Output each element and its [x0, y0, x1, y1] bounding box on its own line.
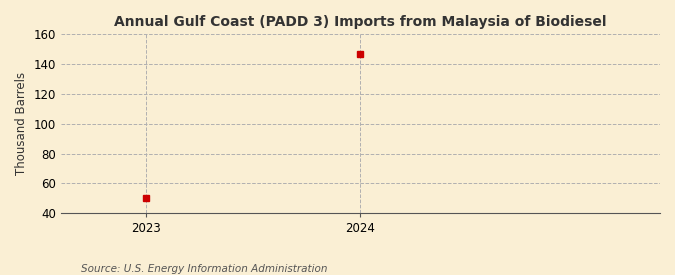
Text: Source: U.S. Energy Information Administration: Source: U.S. Energy Information Administ… — [81, 264, 327, 274]
Y-axis label: Thousand Barrels: Thousand Barrels — [15, 72, 28, 175]
Title: Annual Gulf Coast (PADD 3) Imports from Malaysia of Biodiesel: Annual Gulf Coast (PADD 3) Imports from … — [114, 15, 607, 29]
